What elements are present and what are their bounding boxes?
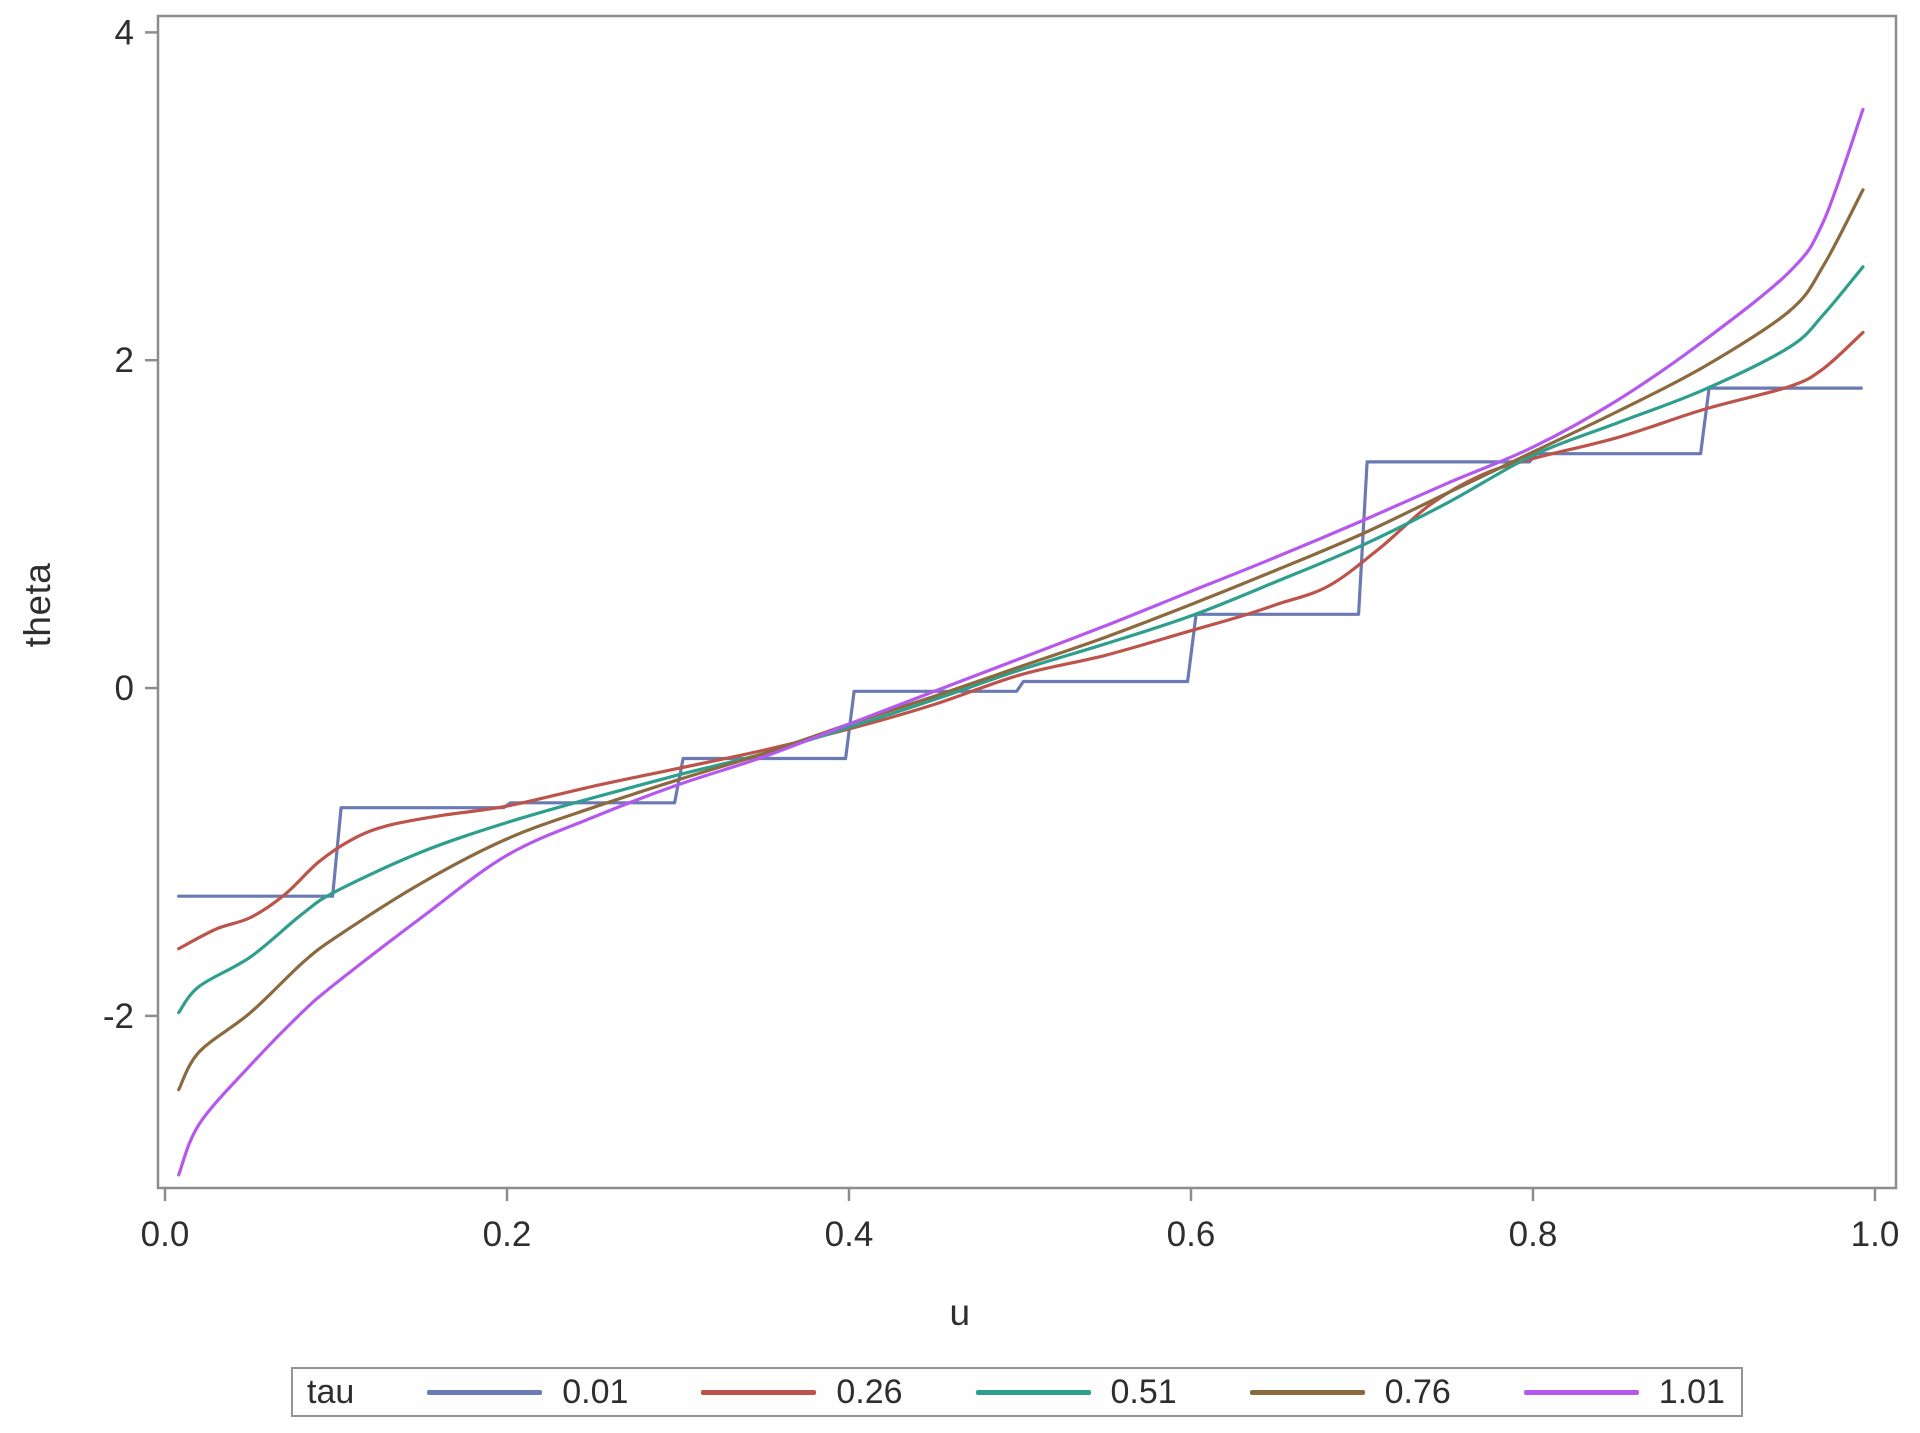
- legend: tau 0.01 0.26 0.51 0.76 1.01: [291, 1367, 1743, 1417]
- legend-entry-tau-1.01: 1.01: [1523, 1372, 1725, 1412]
- legend-value-label: 0.26: [836, 1372, 903, 1411]
- series-line-tau-1.01: [177, 107, 1865, 1177]
- x-tick-label: 0.2: [483, 1215, 532, 1254]
- legend-value-label: 0.76: [1384, 1372, 1451, 1411]
- series-line-tau-0.51: [177, 265, 1865, 1015]
- legend-entry-tau-0.76: 0.76: [1249, 1372, 1451, 1412]
- legend-line-swatch: [1523, 1389, 1639, 1395]
- y-axis-label: theta: [17, 562, 58, 648]
- legend-entry-tau-0.51: 0.51: [975, 1372, 1177, 1412]
- y-tick-label: 2: [115, 341, 134, 380]
- y-tick-label: 0: [115, 669, 134, 708]
- x-tick-label: 0.8: [1509, 1215, 1558, 1254]
- legend-line-swatch: [975, 1389, 1091, 1395]
- legend-title: tau: [307, 1372, 355, 1411]
- legend-entry-tau-0.26: 0.26: [701, 1372, 903, 1412]
- legend-line-swatch: [1249, 1389, 1365, 1395]
- x-tick-label: 0.0: [141, 1215, 190, 1254]
- legend-value-label: 0.01: [562, 1372, 629, 1411]
- legend-value-label: 1.01: [1658, 1372, 1725, 1411]
- x-axis-label: u: [949, 1292, 971, 1333]
- plot-frame: [156, 14, 1898, 1190]
- series-line-tau-0.01: [177, 386, 1863, 898]
- legend-line-swatch: [427, 1389, 543, 1395]
- legend-entry-tau-0.01: 0.01: [427, 1373, 628, 1412]
- y-tick-label: 4: [115, 13, 134, 52]
- series-line-tau-0.26: [177, 330, 1865, 951]
- x-tick-label: 1.0: [1851, 1215, 1900, 1254]
- y-tick-label: -2: [103, 997, 134, 1036]
- legend-value-label: 0.51: [1110, 1372, 1177, 1411]
- series-line-tau-0.76: [177, 188, 1865, 1092]
- legend-line-swatch: [701, 1389, 817, 1395]
- x-tick-label: 0.4: [825, 1215, 874, 1254]
- x-tick-label: 0.6: [1167, 1215, 1216, 1254]
